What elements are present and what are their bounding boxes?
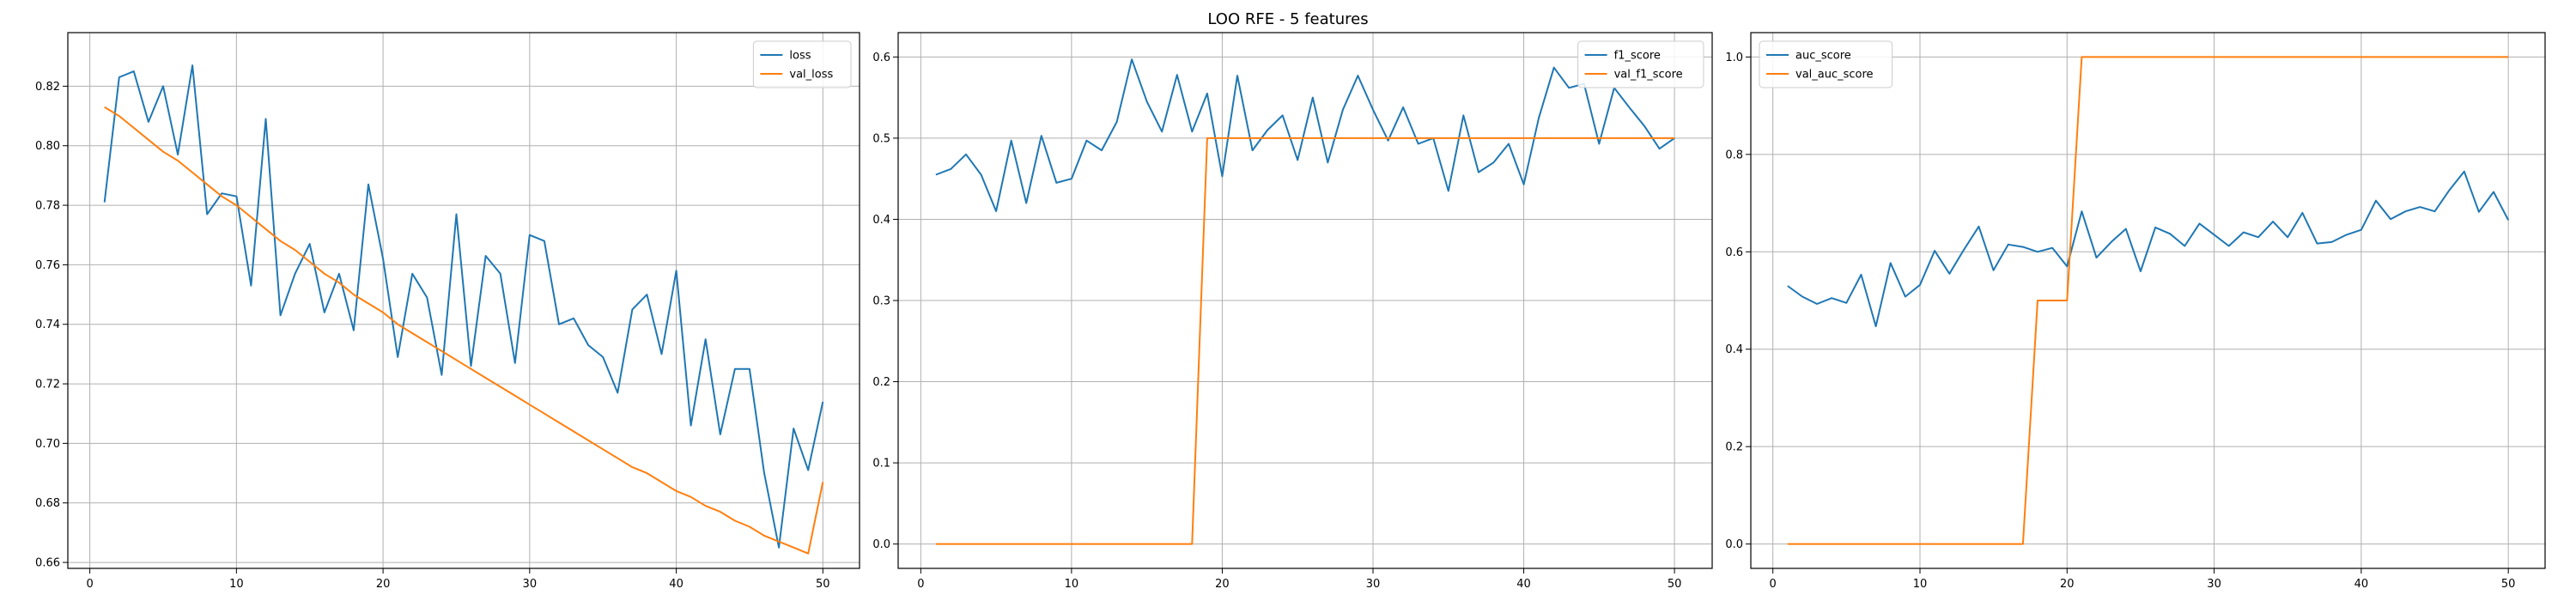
x-tick-label: 10 [229, 578, 244, 591]
x-tick-label: 0 [1770, 578, 1777, 591]
y-tick-label: 0.70 [35, 438, 60, 451]
y-tick-label: 0.6 [1725, 246, 1743, 259]
axes-frame [1750, 32, 2546, 569]
x-tick-label: 10 [1065, 578, 1079, 591]
y-tick-label: 0.68 [35, 497, 60, 510]
axes-frame [67, 32, 860, 569]
auc-chart: 0 10 20 30 40 50 0.0 0.2 0.4 0.6 0.8 1.0 auc_scoreva… [1725, 32, 2546, 591]
legend-label: loss [789, 50, 811, 63]
y-tick-label: 0.2 [872, 376, 890, 389]
y-tick-label: 0.0 [872, 538, 890, 551]
x-tick-label: 40 [2354, 578, 2369, 591]
x-tick-label: 50 [816, 578, 830, 591]
y-tick-label: 0.72 [35, 379, 60, 392]
x-tick-label: 30 [523, 578, 538, 591]
subplots: 0 10 20 30 40 50 0.66 0.68 0.70 0.72 0.74 0.76 0.78 0… [35, 32, 2546, 591]
legend-box [752, 40, 852, 88]
legend: loss val_loss [752, 40, 852, 88]
y-tick-label: 0.78 [35, 200, 60, 213]
x-tick-label: 0 [917, 578, 924, 591]
legend-label: f1_score [1614, 50, 1661, 63]
x-tick-label: 20 [376, 578, 391, 591]
x-tick-label: 40 [1516, 578, 1531, 591]
x-tick-label: 50 [1668, 578, 1682, 591]
legend-box [1759, 40, 1893, 88]
series-line-val-auc-score [1787, 56, 2509, 545]
legend-label: val_f1_score [1614, 69, 1683, 82]
x-tick-label: 0 [86, 578, 93, 591]
legend-label: val_auc_score [1795, 69, 1874, 82]
series-line-val-loss [104, 106, 824, 555]
y-tick-label: 0.82 [35, 81, 60, 94]
legend-label: auc_score [1795, 50, 1851, 63]
legend: f1_score val_f1_score [1577, 40, 1704, 88]
y-tick-label: 0.5 [872, 132, 890, 145]
series-line-val-f1-score [935, 137, 1675, 545]
axes-frame [897, 32, 1713, 569]
y-tick-label: 0.74 [35, 319, 60, 331]
loss-chart: 0 10 20 30 40 50 0.66 0.68 0.70 0.72 0.74 0.76 0.78 0… [35, 32, 860, 591]
x-tick-label: 10 [1913, 578, 1928, 591]
x-tick-label: 20 [1215, 578, 1230, 591]
series-line-auc-score [1787, 170, 2510, 328]
y-tick-label: 0.4 [872, 214, 890, 227]
x-tick-label: 40 [669, 578, 683, 591]
y-tick-label: 0.6 [872, 52, 890, 64]
y-tick-label: 0.2 [1725, 441, 1743, 454]
legend-label: val_loss [789, 69, 833, 82]
x-tick-label: 20 [2060, 578, 2075, 591]
series-line-f1-score [935, 58, 1675, 212]
figure-title: LOO RFE - 5 features [1207, 10, 1368, 28]
y-tick-label: 0.0 [1725, 538, 1743, 551]
y-tick-label: 0.4 [1725, 343, 1743, 356]
y-tick-label: 0.80 [35, 140, 60, 153]
y-tick-label: 0.76 [35, 259, 60, 272]
series-line-loss [103, 64, 824, 549]
y-tick-label: 1.0 [1725, 52, 1743, 64]
x-tick-label: 30 [2207, 578, 2221, 591]
y-tick-label: 0.8 [1725, 149, 1743, 161]
f1-chart: 0 10 20 30 40 50 0.0 0.1 0.2 0.3 0.4 0.5 0.6 f1_score… [872, 32, 1713, 591]
legend: auc_score val_auc_score [1759, 40, 1893, 88]
y-tick-label: 0.3 [872, 295, 890, 308]
legend-box [1577, 40, 1704, 88]
x-tick-label: 50 [2501, 578, 2516, 591]
y-tick-label: 0.66 [35, 557, 60, 570]
y-tick-label: 0.1 [872, 458, 890, 470]
x-tick-label: 30 [1366, 578, 1381, 591]
